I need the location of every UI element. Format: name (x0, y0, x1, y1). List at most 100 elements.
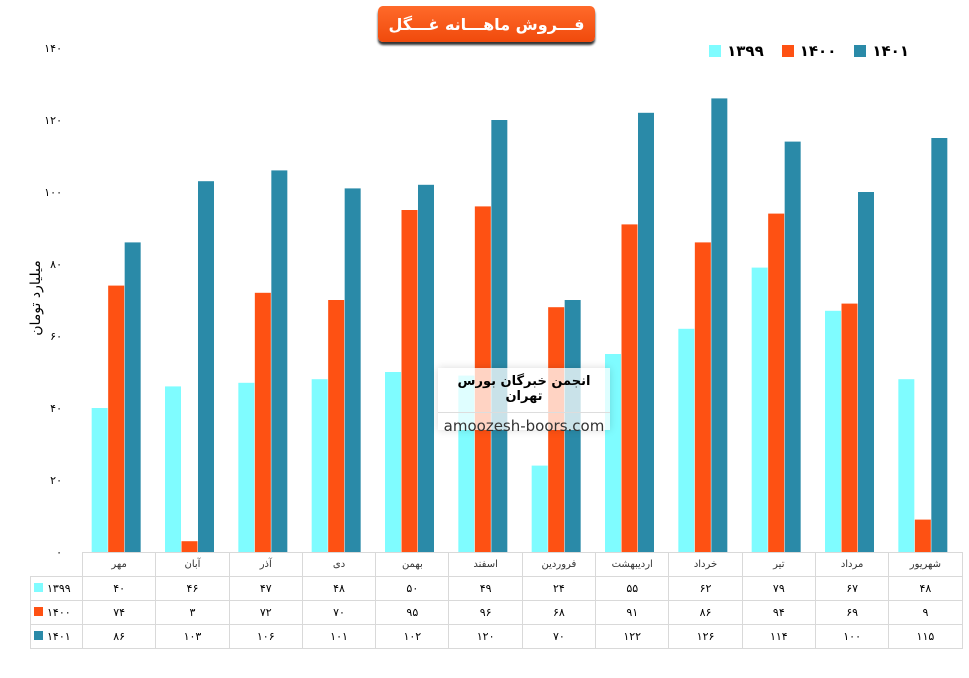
table-row: ۱۴۰۰ ۷۴ ۳ ۷۲ ۷۰ ۹۵ ۹۶ ۶۸ ۹۱ ۸۶ ۹۴ ۶۹ ۹ (30, 600, 963, 625)
category-label: دی (301, 552, 377, 577)
category-label: تیر (741, 552, 816, 577)
category-label: اسفند (448, 552, 523, 577)
table-cell: ۱۱۴ (741, 624, 816, 649)
table-row: ۱۳۹۹ ۴۰ ۴۶ ۴۷ ۴۸ ۵۰ ۴۹ ۲۴ ۵۵ ۶۲ ۷۹ ۶۷ ۴۸ (30, 576, 963, 601)
table-cell: ۷۰ (521, 624, 597, 649)
series-label: ۱۴۰۱ (30, 624, 83, 649)
table-cell: ۷۲ (228, 600, 303, 625)
bar-۱۴۰۰-شهریور (914, 519, 931, 552)
bar-۱۳۹۹-آبان (165, 386, 181, 552)
table-cell: ۱۰۲ (375, 624, 450, 649)
bar-۱۴۰۱-اردیبهشت (638, 112, 654, 553)
table-cell: ۶۹ (814, 600, 890, 625)
table-cell: ۷۴ (81, 600, 157, 625)
legend: ۱۳۹۹ ۱۴۰۰ ۱۴۰۱ (709, 42, 909, 60)
bar-۱۴۰۰-خرداد (694, 242, 711, 552)
bar-۱۴۰۰-بهمن (401, 210, 418, 552)
watermark-title: انجمن خبرگان بورس تهران (457, 374, 591, 404)
table-cell: ۴۸ (888, 576, 963, 601)
bar-۱۴۰۱-دی (344, 188, 361, 552)
table-cell: ۴۰ (81, 576, 157, 601)
table-cell: ۱۲۰ (448, 624, 523, 649)
legend-swatch (709, 45, 722, 57)
table-cell: ۴۹ (448, 576, 523, 601)
bar-۱۴۰۰-آذر (254, 292, 271, 552)
table-cell: ۹۴ (741, 600, 816, 625)
y-tick-label: ۱۴۰ (44, 42, 62, 55)
table-cell: ۶۷ (814, 576, 890, 601)
category-label: مرداد (814, 552, 890, 577)
legend-item: ۱۳۹۹ (709, 42, 764, 60)
legend-item: ۱۴۰۱ (854, 42, 909, 60)
bar-۱۴۰۰-دی (328, 300, 345, 552)
table-header-row: مهر آبان آذر دی بهمن اسفند فروردین اردیبهشت خردا… (30, 552, 963, 577)
table-corner (30, 552, 83, 577)
legend-swatch (34, 631, 43, 640)
table-row: ۱۴۰۱ ۸۶ ۱۰۳ ۱۰۶ ۱۰۱ ۱۰۲ ۱۲۰ ۷۰ ۱۲۲ ۱۲۶ ۱۱۴ ۱۰۰ ۱۱۵ (30, 624, 963, 649)
series-label: ۱۴۰۰ (30, 600, 83, 625)
table-cell: ۸۶ (81, 624, 157, 649)
table-cell: ۹۵ (375, 600, 450, 625)
category-label: فروردین (521, 552, 597, 577)
table-cell: ۴۸ (301, 576, 377, 601)
bar-۱۴۰۰-مهر (108, 285, 125, 552)
legend-swatch (781, 45, 794, 57)
table-cell: ۹۱ (595, 600, 670, 625)
bar-۱۴۰۱-آذر (271, 170, 288, 552)
watermark: انجمن خبرگان بورس تهران amoozesh-boors.c… (438, 368, 610, 435)
bar-۱۴۰۱-اسفند (491, 120, 508, 552)
legend-label: ۱۴۰۰ (799, 42, 837, 60)
table-cell: ۱۲۶ (668, 624, 743, 649)
bar-۱۳۹۹-تیر (751, 267, 768, 552)
table-cell: ۲۴ (521, 576, 597, 601)
legend-swatch (34, 583, 43, 592)
bar-۱۴۰۰-تیر (768, 213, 785, 552)
category-label: مهر (81, 552, 157, 577)
legend-label: ۱۳۹۹ (727, 42, 764, 60)
category-label: آذر (228, 552, 303, 577)
y-tick-label: ۶۰ (50, 330, 62, 343)
bar-۱۳۹۹-مهر (91, 408, 108, 552)
bar-۱۴۰۱-مهر (124, 242, 141, 552)
bar-۱۳۹۹-آذر (238, 382, 255, 552)
bar-۱۳۹۹-بهمن (385, 372, 401, 552)
table-cell: ۱۰۶ (228, 624, 303, 649)
bar-۱۳۹۹-مرداد (825, 310, 841, 552)
category-label: خرداد (668, 552, 743, 577)
table-cell: ۷۹ (741, 576, 816, 601)
watermark-url: amoozesh-boors.com (438, 412, 610, 435)
series-label: ۱۳۹۹ (30, 576, 83, 601)
bar-۱۳۹۹-شهریور (898, 379, 915, 552)
category-label: آبان (155, 552, 230, 577)
bar-۱۴۰۱-خرداد (711, 98, 728, 553)
table-cell: ۳ (155, 600, 230, 625)
legend-swatch (854, 45, 867, 57)
bar-۱۳۹۹-دی (311, 379, 328, 552)
table-cell: ۴۷ (228, 576, 303, 601)
category-label: شهریور (888, 552, 963, 577)
legend-label: ۱۴۰۱ (872, 42, 909, 60)
table-cell: ۶۲ (668, 576, 743, 601)
y-tick-label: ۱۰۰ (44, 186, 62, 199)
bar-۱۳۹۹-خرداد (678, 328, 695, 552)
data-table: مهر آبان آذر دی بهمن اسفند فروردین اردیبهشت خردا… (30, 552, 963, 649)
table-cell: ۸۶ (668, 600, 743, 625)
bar-۱۴۰۰-مرداد (841, 303, 858, 552)
bar-۱۳۹۹-فروردین (531, 465, 548, 552)
bar-۱۴۰۱-مرداد (858, 192, 874, 552)
y-tick-label: ۱۲۰ (44, 114, 62, 127)
table-cell: ۱۰۳ (155, 624, 230, 649)
table-cell: ۶۸ (521, 600, 597, 625)
table-cell: ۱۰۰ (814, 624, 890, 649)
y-tick-label: ۸۰ (50, 258, 62, 271)
table-cell: ۷۰ (301, 600, 377, 625)
table-cell: ۵۰ (375, 576, 450, 601)
table-cell: ۵۵ (595, 576, 670, 601)
table-cell: ۹۶ (448, 600, 523, 625)
bar-۱۴۰۰-اردیبهشت (621, 224, 638, 552)
chart-title: فـــروش ماهـــانه غـــگل (378, 6, 595, 42)
table-cell: ۹ (888, 600, 963, 625)
category-label: بهمن (375, 552, 450, 577)
y-tick-label: ۲۰ (50, 474, 62, 487)
